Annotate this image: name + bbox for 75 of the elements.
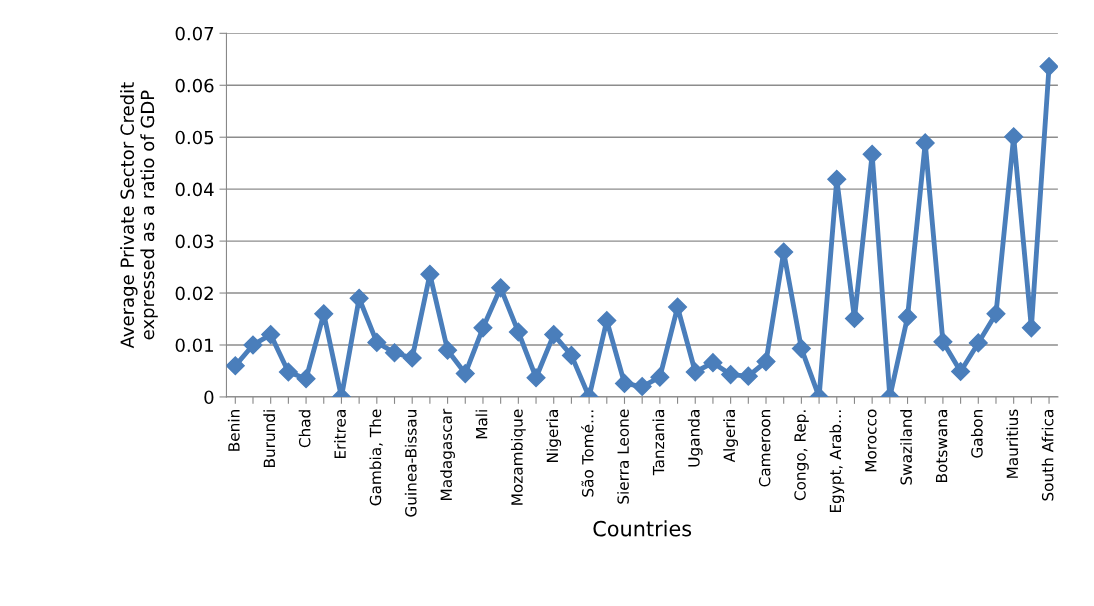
x-tick-label: Benin [227, 410, 240, 451]
point [226, 356, 245, 376]
x-tick-label: Nigeria [546, 410, 562, 462]
point [862, 144, 882, 164]
x-tick-label: Uganda [687, 410, 703, 467]
y-tick-label: 0.07 [175, 26, 214, 41]
point [897, 307, 918, 327]
x-tick-label: South Africa [1041, 410, 1054, 501]
point [614, 373, 635, 393]
point [1039, 57, 1058, 77]
x-tick-label: Guinea-Bissau [404, 410, 417, 517]
point [650, 367, 670, 387]
point [402, 348, 422, 368]
point [685, 362, 705, 382]
point [561, 345, 581, 365]
x-tick-label: Mozambique [510, 409, 526, 505]
y-tick-label: 0.03 [175, 234, 214, 249]
point [703, 353, 723, 373]
point [544, 325, 564, 345]
point [1021, 318, 1041, 338]
x-tick-label: Algeria [723, 410, 739, 463]
x-tick-label: Tanzania [652, 410, 665, 476]
point [827, 169, 847, 189]
x-tick-label: São Tomé… [581, 410, 594, 497]
point [632, 377, 652, 397]
y-axis-title: Average Private Sector Credit expressed as a ratio of GDP [120, 82, 158, 349]
y-tick-label: 0.04 [175, 182, 214, 197]
point [349, 288, 369, 308]
x-tick-label: Madagascar [440, 408, 455, 500]
point [438, 340, 458, 360]
point [774, 242, 794, 262]
point [986, 304, 1006, 324]
point [473, 318, 493, 338]
point [526, 368, 546, 388]
point [243, 335, 263, 355]
point [951, 361, 971, 382]
y-tick-label: 0.06 [175, 78, 214, 93]
x-tick-label: Mali [475, 410, 488, 439]
point [844, 308, 864, 329]
point [367, 332, 387, 352]
x-tick-label: Morocco [865, 409, 877, 472]
x-tick-label: Mauritius [1006, 409, 1019, 478]
x-tick-label: Egypt, Arab… [829, 410, 845, 513]
point [915, 133, 935, 153]
point [278, 362, 298, 382]
x-tick-label: Gambia, The [369, 409, 383, 506]
point [455, 364, 475, 384]
point [508, 322, 528, 342]
point [721, 365, 741, 385]
y-tick-label: 0.01 [175, 338, 213, 353]
x-tick-label: Cameroon [758, 410, 771, 487]
x-tick-label: Swaziland [900, 410, 912, 485]
point [491, 278, 511, 298]
point [738, 366, 758, 386]
point [933, 332, 953, 352]
point [296, 369, 316, 389]
point [261, 325, 281, 345]
x-tick-label: Congo, Rep. [794, 410, 809, 501]
y-tick-label: 0 [204, 390, 214, 405]
point [384, 343, 405, 363]
x-tick-label: Eritrea [334, 410, 346, 459]
point [756, 352, 776, 372]
x-tick-label: Botswana [935, 410, 948, 482]
y-tick-label: 0.02 [175, 286, 213, 301]
x-tick-label: Chad [298, 410, 311, 448]
x-tick-label: Gabon [970, 410, 983, 458]
point [968, 333, 988, 353]
y-tick-label: 0.05 [175, 130, 214, 145]
x-axis-title: Countries [593, 520, 692, 537]
x-tick-label: Burundi [263, 410, 276, 467]
point [1004, 127, 1024, 147]
point [668, 297, 688, 317]
point [420, 264, 440, 284]
point [791, 339, 811, 359]
x-tick-label: Sierra Leone [617, 409, 629, 504]
